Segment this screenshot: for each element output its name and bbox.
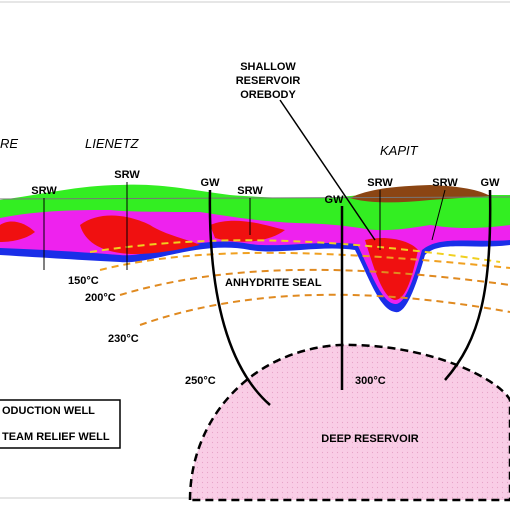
isotherm-label: 250°C <box>185 375 216 387</box>
well-label: SRW <box>31 185 57 197</box>
well-label: GW <box>325 194 345 206</box>
deep-label: DEEP RESERVOIR <box>321 433 418 445</box>
deep-reservoir <box>188 343 510 502</box>
area-label: LIENETZ <box>85 136 140 151</box>
well-label: SRW <box>237 185 263 197</box>
legend: ODUCTION WELL TEAM RELIEF WELL <box>0 399 121 449</box>
red-zone <box>210 220 285 242</box>
well-label: SRW <box>367 177 393 189</box>
callout-text: OREBODY <box>240 89 296 101</box>
brown-cap <box>350 185 490 203</box>
isotherms <box>89 239 510 326</box>
isotherm-label: 200°C <box>85 292 116 304</box>
red-zone <box>0 221 35 242</box>
red-zone <box>80 215 200 255</box>
isotherm-label: 300°C <box>355 375 386 387</box>
area-label: KAPIT <box>380 143 419 158</box>
isotherm-label: 150°C <box>68 275 99 287</box>
isotherm-label: 230°C <box>108 333 139 345</box>
well-label: GW <box>201 177 221 189</box>
legend-entry: ODUCTION WELL <box>2 405 95 417</box>
well-label: SRW <box>432 177 458 189</box>
wells <box>43 99 492 406</box>
seal-label: ANHYDRITE SEAL <box>225 277 322 289</box>
well-label: GW <box>481 177 501 189</box>
red-zone <box>365 238 418 300</box>
callout-text: RESERVOIR <box>236 75 301 87</box>
callout-text: SHALLOW <box>240 61 296 73</box>
legend-entry: TEAM RELIEF WELL <box>2 431 110 443</box>
surface-line <box>0 196 510 200</box>
well-label: SRW <box>114 169 140 181</box>
area-label: RE <box>0 136 18 151</box>
